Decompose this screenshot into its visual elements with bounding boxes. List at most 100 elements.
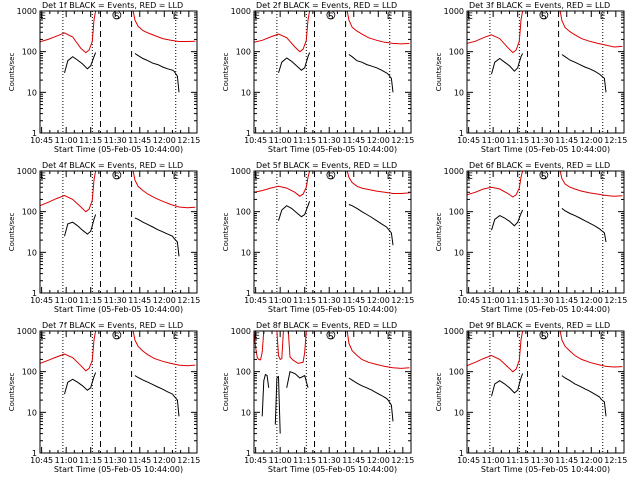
x-tick-label: 11:00 (482, 296, 505, 305)
x-tick-label: 11:00 (269, 296, 292, 305)
panel-det-1: Det 1f BLACK = Events, RED = LLD E E S 1 10 10… (8, 1, 200, 154)
panel-det-8: Det 8f BLACK = Events, RED = LLD E E S 1 10 10… (222, 321, 414, 474)
e-marker: E (254, 12, 260, 22)
panel-title: Det 1f BLACK = Events, RED = LLD (42, 1, 183, 10)
x-axis-label: Start Time (05-Feb-05 10:44:00) (268, 305, 397, 314)
y-tick-label: 100 (22, 208, 37, 217)
e-marker: E (467, 172, 473, 182)
lld-line-segment-1 (254, 11, 312, 53)
y-tick-label: 1000 (444, 167, 464, 176)
x-tick-label: 12:00 (153, 456, 176, 465)
y-tick-label: 1 (459, 289, 464, 298)
y-tick-label: 1 (32, 289, 37, 298)
x-tick-label: 11:45 (128, 136, 151, 145)
panel-det-6: Det 6f BLACK = Events, RED = LLD E E S 1 10 10… (435, 161, 627, 314)
panel-title: Det 6f BLACK = Events, RED = LLD (469, 161, 610, 170)
plot-frame (39, 330, 198, 454)
x-tick-label: 12:15 (177, 456, 200, 465)
lld-line-segment-2 (559, 11, 623, 48)
y-tick-label: 100 (22, 48, 37, 57)
x-tick-label: 11:15 (79, 136, 102, 145)
x-tick-label: 12:15 (391, 136, 414, 145)
lld-line-segment-1 (40, 11, 98, 54)
y-tick-label: 100 (236, 48, 251, 57)
lld-line-segment-2 (132, 331, 196, 367)
x-tick-label: 10:45 (30, 296, 53, 305)
lld-line-segment-2 (559, 331, 623, 368)
x-tick-label: 10:45 (30, 136, 53, 145)
y-tick-label: 1 (246, 289, 251, 298)
x-tick-label: 12:00 (580, 296, 603, 305)
events-line-segment-1 (491, 373, 524, 397)
y-axis-label: Counts/sec (435, 53, 443, 92)
x-tick-label: 11:30 (531, 296, 554, 305)
x-tick-label: 11:30 (104, 456, 127, 465)
y-tick-label: 1000 (231, 167, 251, 176)
events-line-segment-1 (64, 372, 97, 395)
y-tick-label: 100 (449, 208, 464, 217)
plot-frame (253, 170, 412, 294)
y-tick-label: 1000 (444, 7, 464, 16)
plot-frame (466, 330, 625, 454)
plot-frame (39, 170, 198, 294)
x-axis-label: Start Time (05-Feb-05 10:44:00) (481, 465, 610, 474)
y-axis-label: Counts/sec (222, 213, 230, 252)
x-tick-label: 11:45 (342, 296, 365, 305)
e-marker: E (254, 172, 260, 182)
y-tick-label: 10 (454, 408, 464, 417)
e-marker: E (173, 172, 179, 182)
lld-line-segment-1 (40, 331, 98, 372)
panel-det-4: Det 4f BLACK = Events, RED = LLD E E S 1 10 10… (8, 161, 200, 314)
x-tick-label: 11:00 (55, 296, 78, 305)
e-marker: E (387, 12, 393, 22)
x-tick-label: 12:00 (153, 296, 176, 305)
y-tick-label: 10 (27, 88, 37, 97)
x-tick-label: 11:30 (531, 136, 554, 145)
x-tick-label: 11:15 (293, 456, 316, 465)
y-tick-label: 100 (236, 208, 251, 217)
lld-line-segment-2 (276, 331, 284, 361)
events-line-segment-2 (348, 54, 394, 93)
e-marker: E (387, 332, 393, 342)
x-tick-label: 10:45 (457, 136, 480, 145)
events-line-segment-1 (64, 214, 97, 237)
plot-frame (466, 170, 625, 294)
x-tick-label: 10:45 (244, 456, 267, 465)
y-tick-label: 1000 (231, 7, 251, 16)
x-tick-label: 11:30 (318, 296, 341, 305)
x-tick-label: 11:15 (506, 296, 529, 305)
x-tick-label: 11:00 (55, 136, 78, 145)
panel-det-5: Det 5f BLACK = Events, RED = LLD E E S 1 10 10… (222, 161, 414, 314)
events-line-segment-2 (134, 53, 180, 93)
events-line-segment-2 (134, 375, 180, 417)
x-axis-label: Start Time (05-Feb-05 10:44:00) (481, 305, 610, 314)
x-axis-label: Start Time (05-Feb-05 10:44:00) (268, 145, 397, 154)
x-tick-label: 10:45 (30, 456, 53, 465)
lld-line-segment-1 (40, 171, 98, 213)
panel-title: Det 3f BLACK = Events, RED = LLD (469, 1, 610, 10)
s-marker: S (541, 172, 547, 182)
lld-line-segment-4 (346, 331, 410, 369)
lld-line-segment-1 (467, 331, 525, 373)
y-tick-label: 100 (449, 48, 464, 57)
y-tick-label: 10 (241, 248, 251, 257)
events-line-segment-4 (348, 377, 394, 422)
s-marker: S (541, 12, 547, 22)
x-tick-label: 12:15 (177, 136, 200, 145)
y-tick-label: 1 (32, 129, 37, 138)
events-line-segment-2 (348, 204, 394, 246)
events-line-segment-1 (491, 209, 524, 231)
x-tick-label: 11:00 (269, 456, 292, 465)
events-line-segment-2 (134, 217, 180, 257)
lld-line-segment-2 (132, 171, 196, 209)
events-line-segment-1 (278, 52, 311, 74)
y-axis-label: Counts/sec (435, 373, 443, 412)
x-tick-label: 12:00 (580, 136, 603, 145)
x-tick-label: 12:00 (367, 136, 390, 145)
x-tick-label: 10:45 (457, 296, 480, 305)
x-tick-label: 11:45 (342, 456, 365, 465)
x-tick-label: 11:15 (293, 136, 316, 145)
x-tick-label: 11:15 (79, 296, 102, 305)
y-axis-label: Counts/sec (8, 373, 16, 412)
x-axis-label: Start Time (05-Feb-05 10:44:00) (54, 465, 183, 474)
